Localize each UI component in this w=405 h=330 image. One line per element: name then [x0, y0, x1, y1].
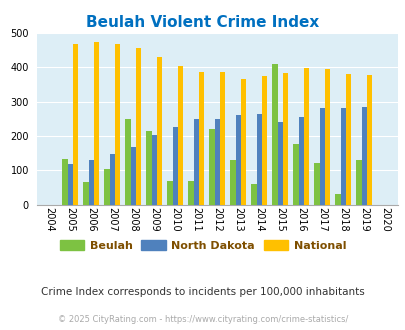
Legend: Beulah, North Dakota, National: Beulah, North Dakota, National	[55, 235, 350, 255]
Bar	[94, 42, 99, 205]
Bar	[303, 68, 308, 205]
Bar	[209, 129, 214, 205]
Bar	[214, 119, 219, 205]
Bar	[167, 181, 172, 205]
Bar	[298, 117, 303, 205]
Bar	[72, 44, 78, 205]
Bar	[146, 131, 151, 205]
Bar	[62, 159, 67, 205]
Bar	[361, 107, 366, 205]
Bar	[340, 108, 345, 205]
Bar	[156, 57, 162, 205]
Bar	[240, 79, 245, 205]
Bar	[172, 127, 177, 205]
Bar	[67, 164, 72, 205]
Bar	[366, 75, 371, 205]
Bar	[230, 160, 235, 205]
Bar	[345, 74, 350, 205]
Bar	[219, 72, 224, 205]
Bar	[356, 160, 361, 205]
Bar	[177, 66, 183, 205]
Bar	[104, 169, 109, 205]
Bar	[256, 114, 261, 205]
Bar	[198, 72, 204, 205]
Bar	[135, 49, 141, 205]
Bar	[277, 122, 282, 205]
Bar	[313, 163, 319, 205]
Bar	[335, 194, 340, 205]
Bar	[188, 181, 193, 205]
Bar	[324, 69, 329, 205]
Bar	[193, 119, 198, 205]
Bar	[151, 135, 156, 205]
Bar	[130, 147, 135, 205]
Bar	[235, 115, 240, 205]
Bar	[293, 144, 298, 205]
Bar	[319, 108, 324, 205]
Bar	[88, 160, 94, 205]
Text: Beulah Violent Crime Index: Beulah Violent Crime Index	[86, 15, 319, 30]
Bar	[282, 73, 288, 205]
Bar	[125, 119, 130, 205]
Bar	[83, 182, 88, 205]
Bar	[272, 64, 277, 205]
Bar	[251, 184, 256, 205]
Text: Crime Index corresponds to incidents per 100,000 inhabitants: Crime Index corresponds to incidents per…	[41, 287, 364, 297]
Bar	[109, 154, 115, 205]
Bar	[261, 76, 266, 205]
Text: © 2025 CityRating.com - https://www.cityrating.com/crime-statistics/: © 2025 CityRating.com - https://www.city…	[58, 315, 347, 324]
Bar	[115, 44, 120, 205]
